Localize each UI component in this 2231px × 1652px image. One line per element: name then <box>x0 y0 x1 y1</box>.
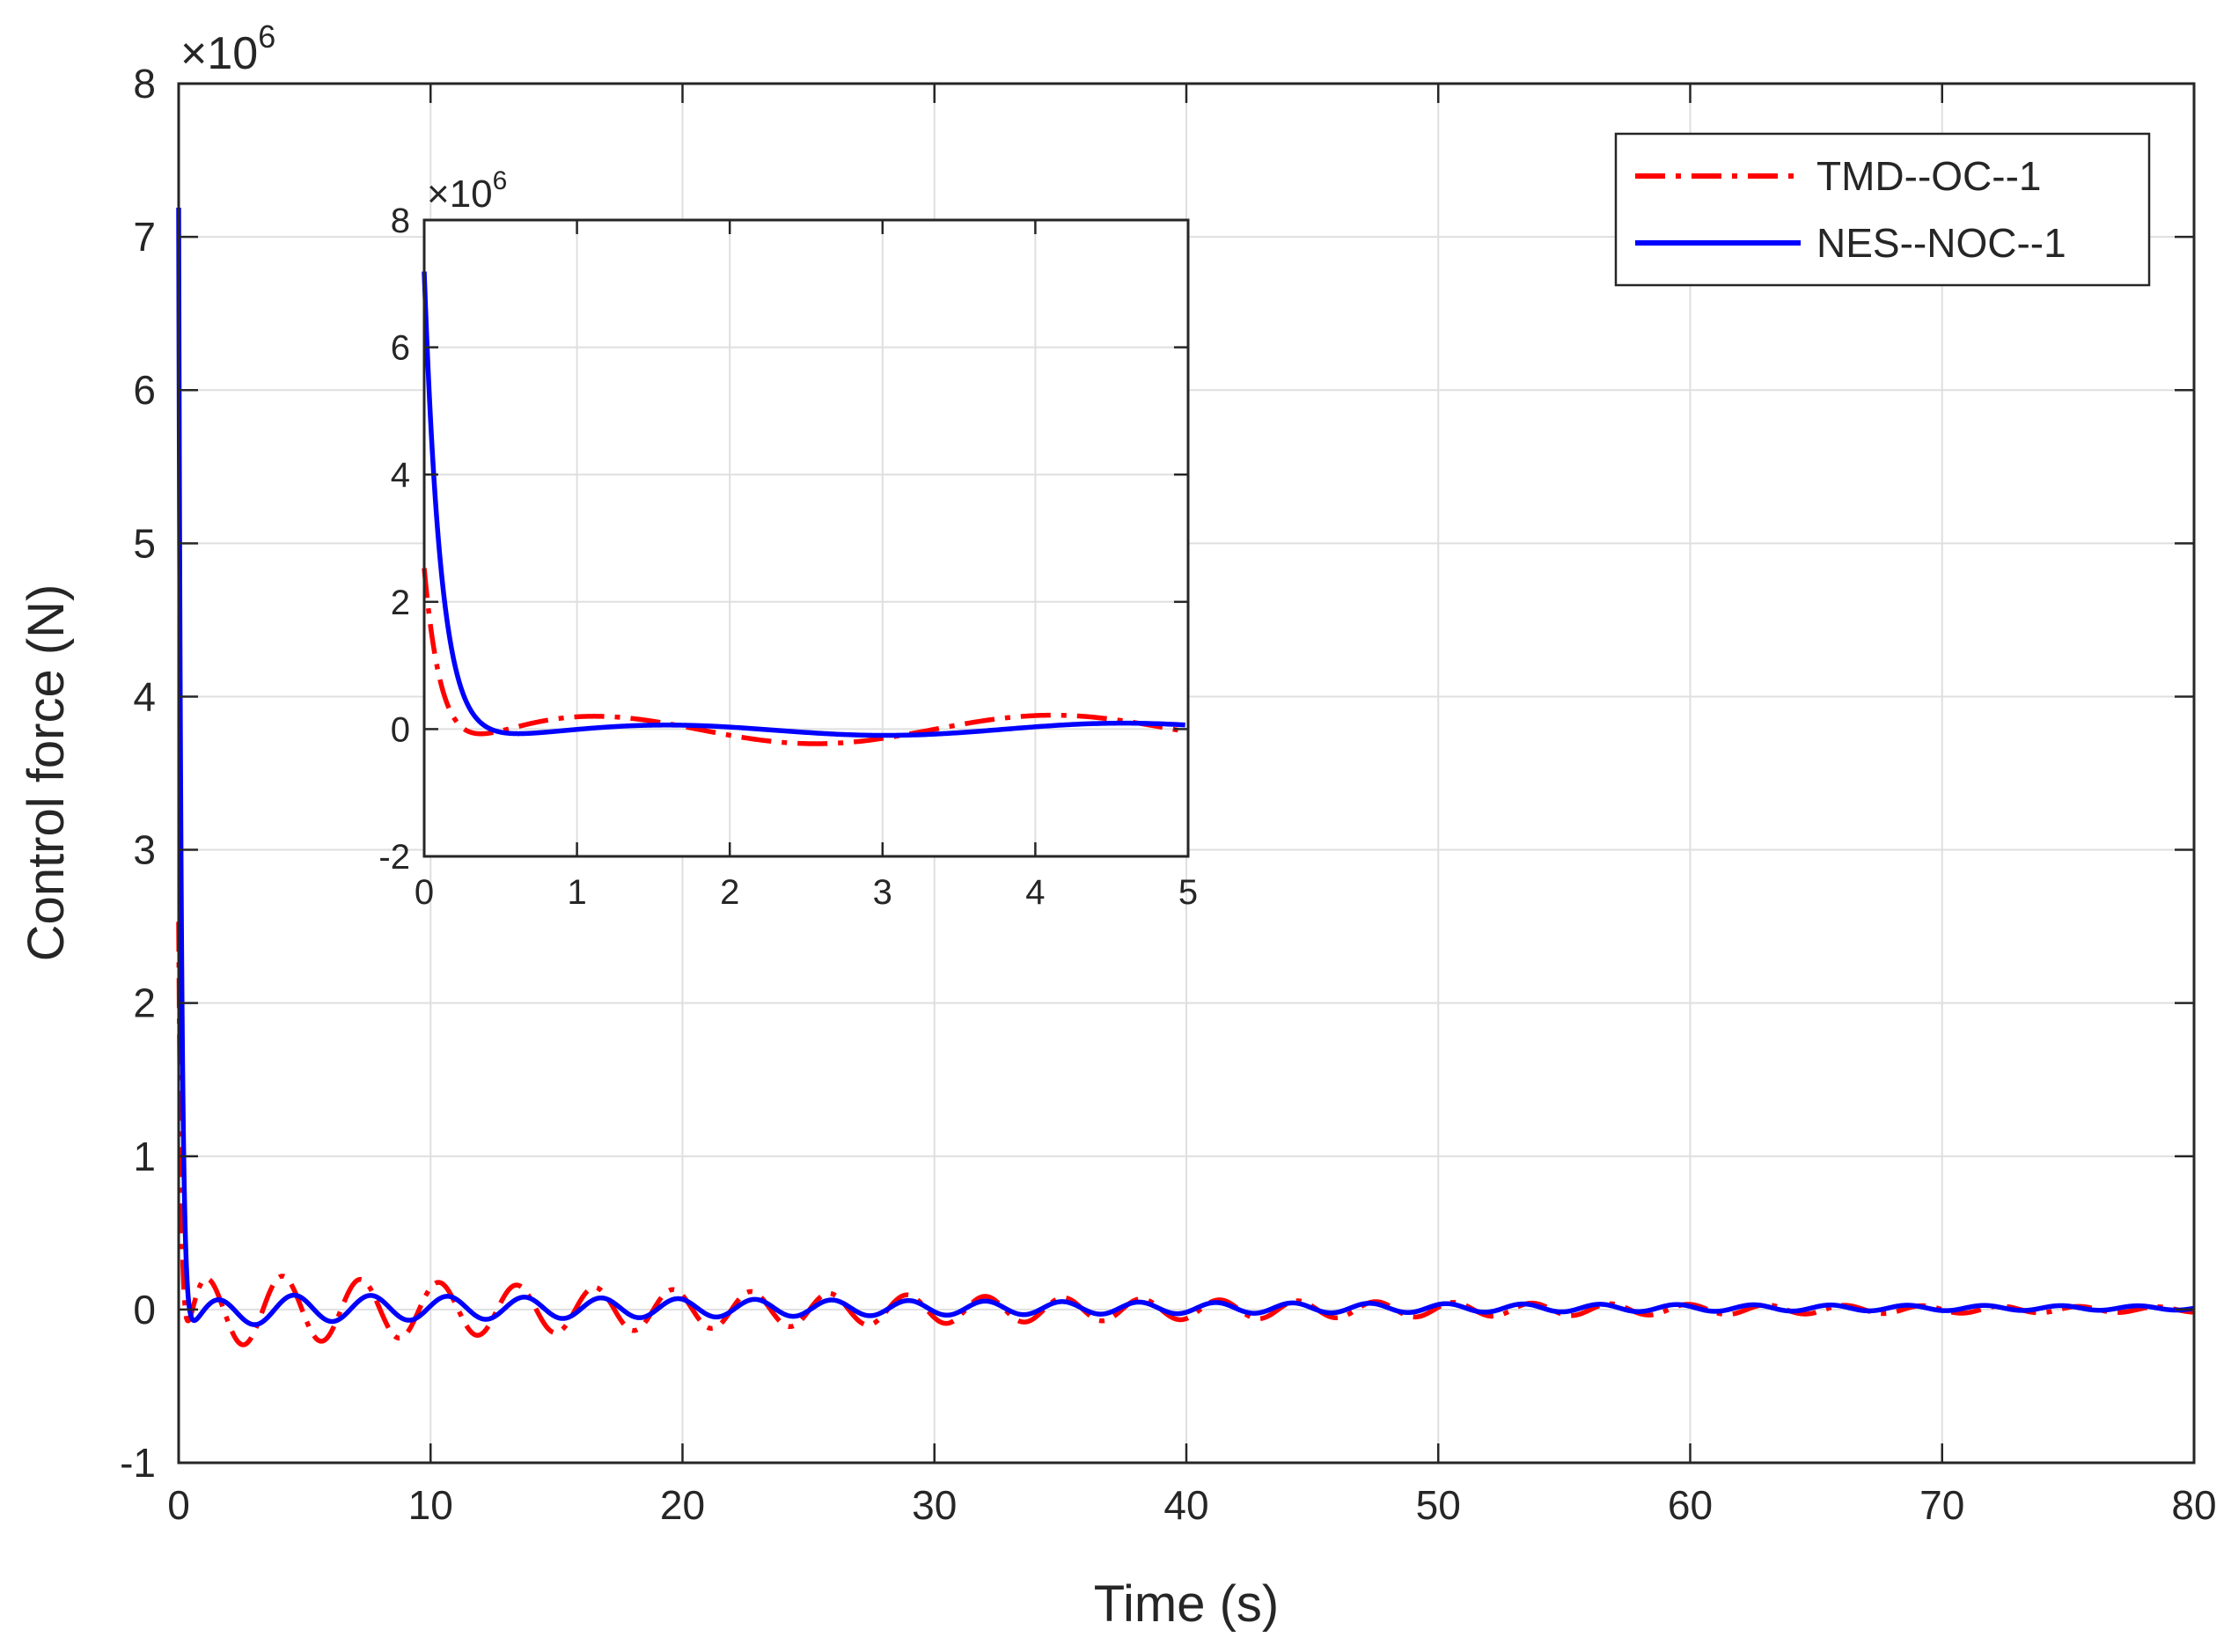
inset-series-line-nes <box>422 271 1185 738</box>
main-y-tick-label: -1 <box>120 1440 156 1486</box>
main-x-tick-label: 20 <box>660 1482 705 1528</box>
inset-axes-box <box>422 218 1190 858</box>
x-axis-label: Time (s) <box>1094 1575 1279 1633</box>
inset-series <box>422 271 1186 746</box>
main-y-tick-label: 8 <box>133 61 156 106</box>
main-y-tick-label: 1 <box>133 1134 156 1179</box>
inset-x-tick-label: 5 <box>1178 873 1198 912</box>
main-y-tick-labels: -1 0 1 2 3 4 5 6 7 8 <box>120 61 156 1486</box>
inset-y-tick-label: 2 <box>391 584 410 622</box>
main-x-tick-label: 60 <box>1668 1482 1713 1528</box>
main-y-tick-label: 7 <box>133 214 156 260</box>
inset-x-tick-labels: 0 1 2 3 4 5 <box>415 873 1198 912</box>
main-x-tick-label: 70 <box>1919 1482 1964 1528</box>
main-y-tick-label: 4 <box>133 673 156 719</box>
main-y-tick-label: 3 <box>133 827 156 873</box>
inset-y-tick-label: 0 <box>391 710 410 749</box>
main-x-tick-label: 10 <box>408 1482 453 1528</box>
main-x-tick-label: 0 <box>167 1482 190 1528</box>
inset-x-tick-label: 0 <box>415 873 434 912</box>
main-series <box>176 208 2196 1347</box>
inset-x-tick-label: 2 <box>720 873 739 912</box>
main-x-tick-label: 30 <box>912 1482 957 1528</box>
inset-y-exponent: ×106 <box>427 166 507 216</box>
inset-y-tick-labels: -2 0 2 4 6 8 <box>378 202 410 877</box>
inset-x-tick-label: 3 <box>873 873 892 912</box>
inset-y-tick-label: -2 <box>378 838 410 877</box>
main-y-exponent-base: ×10 <box>180 28 258 79</box>
main-x-tick-label: 50 <box>1416 1482 1461 1528</box>
main-series-line-nes <box>176 208 2196 1327</box>
inset-x-tick-label: 4 <box>1025 873 1045 912</box>
inset-y-tick-label: 8 <box>391 202 410 240</box>
inset-y-tick-label: 4 <box>391 456 410 495</box>
legend-label-tmd: TMD--OC--1 <box>1816 153 2042 199</box>
inset-plot-area <box>424 220 1188 856</box>
main-y-tick-label: 6 <box>133 367 156 413</box>
main-x-tick-labels: 0 10 20 30 40 50 60 70 80 <box>167 1482 2216 1528</box>
main-y-tick-label: 0 <box>133 1287 156 1333</box>
main-y-exponent: ×106 <box>180 18 275 79</box>
inset-y-exponent-base: ×10 <box>427 173 493 216</box>
inset-series-line-tmd <box>422 568 1186 746</box>
legend: TMD--OC--1 NES--NOC--1 <box>1614 132 2151 287</box>
inset-y-tick-label: 6 <box>391 329 410 368</box>
main-x-tick-label: 40 <box>1163 1482 1208 1528</box>
main-ticks <box>177 82 2196 1465</box>
inset-ticks <box>422 218 1190 858</box>
legend-label-nes: NES--NOC--1 <box>1816 220 2066 266</box>
main-x-tick-label: 80 <box>2171 1482 2216 1528</box>
legend-box <box>1614 132 2151 287</box>
main-y-exponent-power: 6 <box>258 18 275 55</box>
y-axis-label: Control force (N) <box>18 584 75 962</box>
inset-x-tick-label: 1 <box>567 873 586 912</box>
main-y-tick-label: 5 <box>133 520 156 566</box>
inset-y-exponent-power: 6 <box>493 166 508 195</box>
main-y-tick-label: 2 <box>133 980 156 1026</box>
